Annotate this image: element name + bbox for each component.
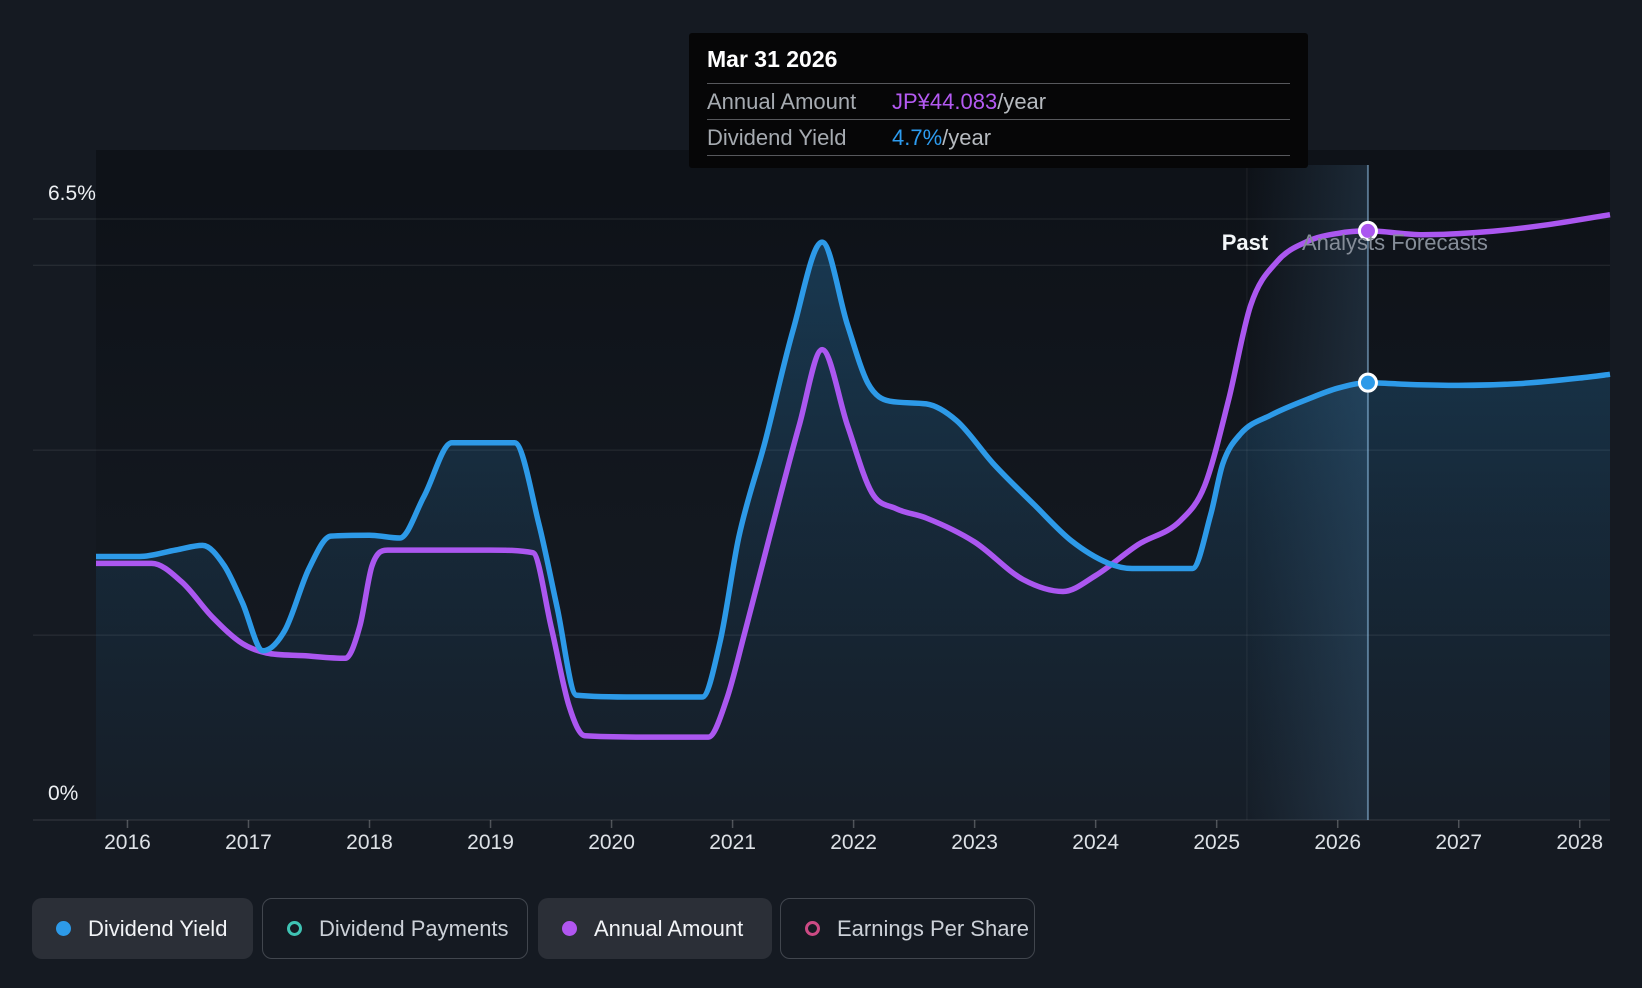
x-tick-label-2016: 2016 bbox=[104, 831, 151, 854]
x-tick-label-2018: 2018 bbox=[346, 831, 393, 854]
x-tick-label-2021: 2021 bbox=[709, 831, 756, 854]
chart-tooltip: Mar 31 2026 Annual Amount JP¥44.083/year… bbox=[689, 33, 1308, 168]
annual-amount-line bbox=[96, 211, 1611, 740]
y-axis-label-bottom: 0% bbox=[48, 782, 79, 805]
tooltip-value: JP¥44.083 bbox=[892, 88, 998, 114]
analysts-forecasts-label: Analysts Forecasts bbox=[1302, 230, 1488, 255]
hover-marker-annual-amount bbox=[1357, 220, 1378, 241]
tooltip-suffix: /year bbox=[997, 88, 1047, 114]
legend-dividend-payments-button[interactable]: Dividend Payments bbox=[262, 898, 528, 959]
tooltip-suffix: /year bbox=[942, 124, 992, 150]
dividend-yield-area bbox=[96, 242, 1610, 821]
x-tick-label-2022: 2022 bbox=[830, 831, 877, 854]
tooltip-date: Mar 31 2026 bbox=[707, 46, 838, 72]
dividend-payments-ring-icon bbox=[287, 921, 302, 936]
annual-amount-dot-icon bbox=[562, 921, 577, 936]
tooltip-label: Annual Amount bbox=[707, 88, 857, 114]
tooltip-row-annual-amount: Annual Amount JP¥44.083/year bbox=[707, 83, 1290, 119]
earnings-per-share-ring-icon bbox=[805, 921, 820, 936]
legend-label: Earnings Per Share bbox=[837, 915, 1029, 941]
tooltip-label: Dividend Yield bbox=[707, 124, 847, 150]
legend-earnings-per-share-button[interactable]: Earnings Per Share bbox=[780, 898, 1035, 959]
legend-label: Dividend Yield bbox=[88, 915, 228, 941]
tooltip-value: 4.7% bbox=[892, 124, 943, 150]
x-tick-label-2024: 2024 bbox=[1072, 831, 1119, 854]
dividend-yield-dot-icon bbox=[56, 921, 71, 936]
x-tick-label-2019: 2019 bbox=[467, 831, 514, 854]
x-tick-label-2027: 2027 bbox=[1435, 831, 1483, 854]
tooltip-row-dividend-yield: Dividend Yield 4.7%/year bbox=[707, 119, 1290, 155]
legend-dividend-yield-button[interactable]: Dividend Yield bbox=[32, 898, 253, 959]
tooltip-bottom-rule bbox=[707, 155, 1290, 168]
hover-marker-dividend-yield bbox=[1357, 372, 1378, 393]
legend-label: Annual Amount bbox=[594, 915, 744, 941]
x-tick-label-2020: 2020 bbox=[588, 831, 635, 854]
x-tick-label-2028: 2028 bbox=[1556, 831, 1604, 854]
past-label: Past bbox=[1221, 230, 1269, 255]
legend-label: Dividend Payments bbox=[319, 915, 509, 941]
x-tick-label-2026: 2026 bbox=[1314, 831, 1362, 854]
dividend-yield-line bbox=[96, 239, 1611, 700]
x-tick-label-2023: 2023 bbox=[951, 831, 998, 854]
y-axis-label-top: 6.5% bbox=[48, 182, 96, 205]
x-tick-label-2025: 2025 bbox=[1193, 831, 1241, 854]
x-tick-label-2017: 2017 bbox=[225, 831, 272, 854]
legend-annual-amount-button[interactable]: Annual Amount bbox=[538, 898, 772, 959]
